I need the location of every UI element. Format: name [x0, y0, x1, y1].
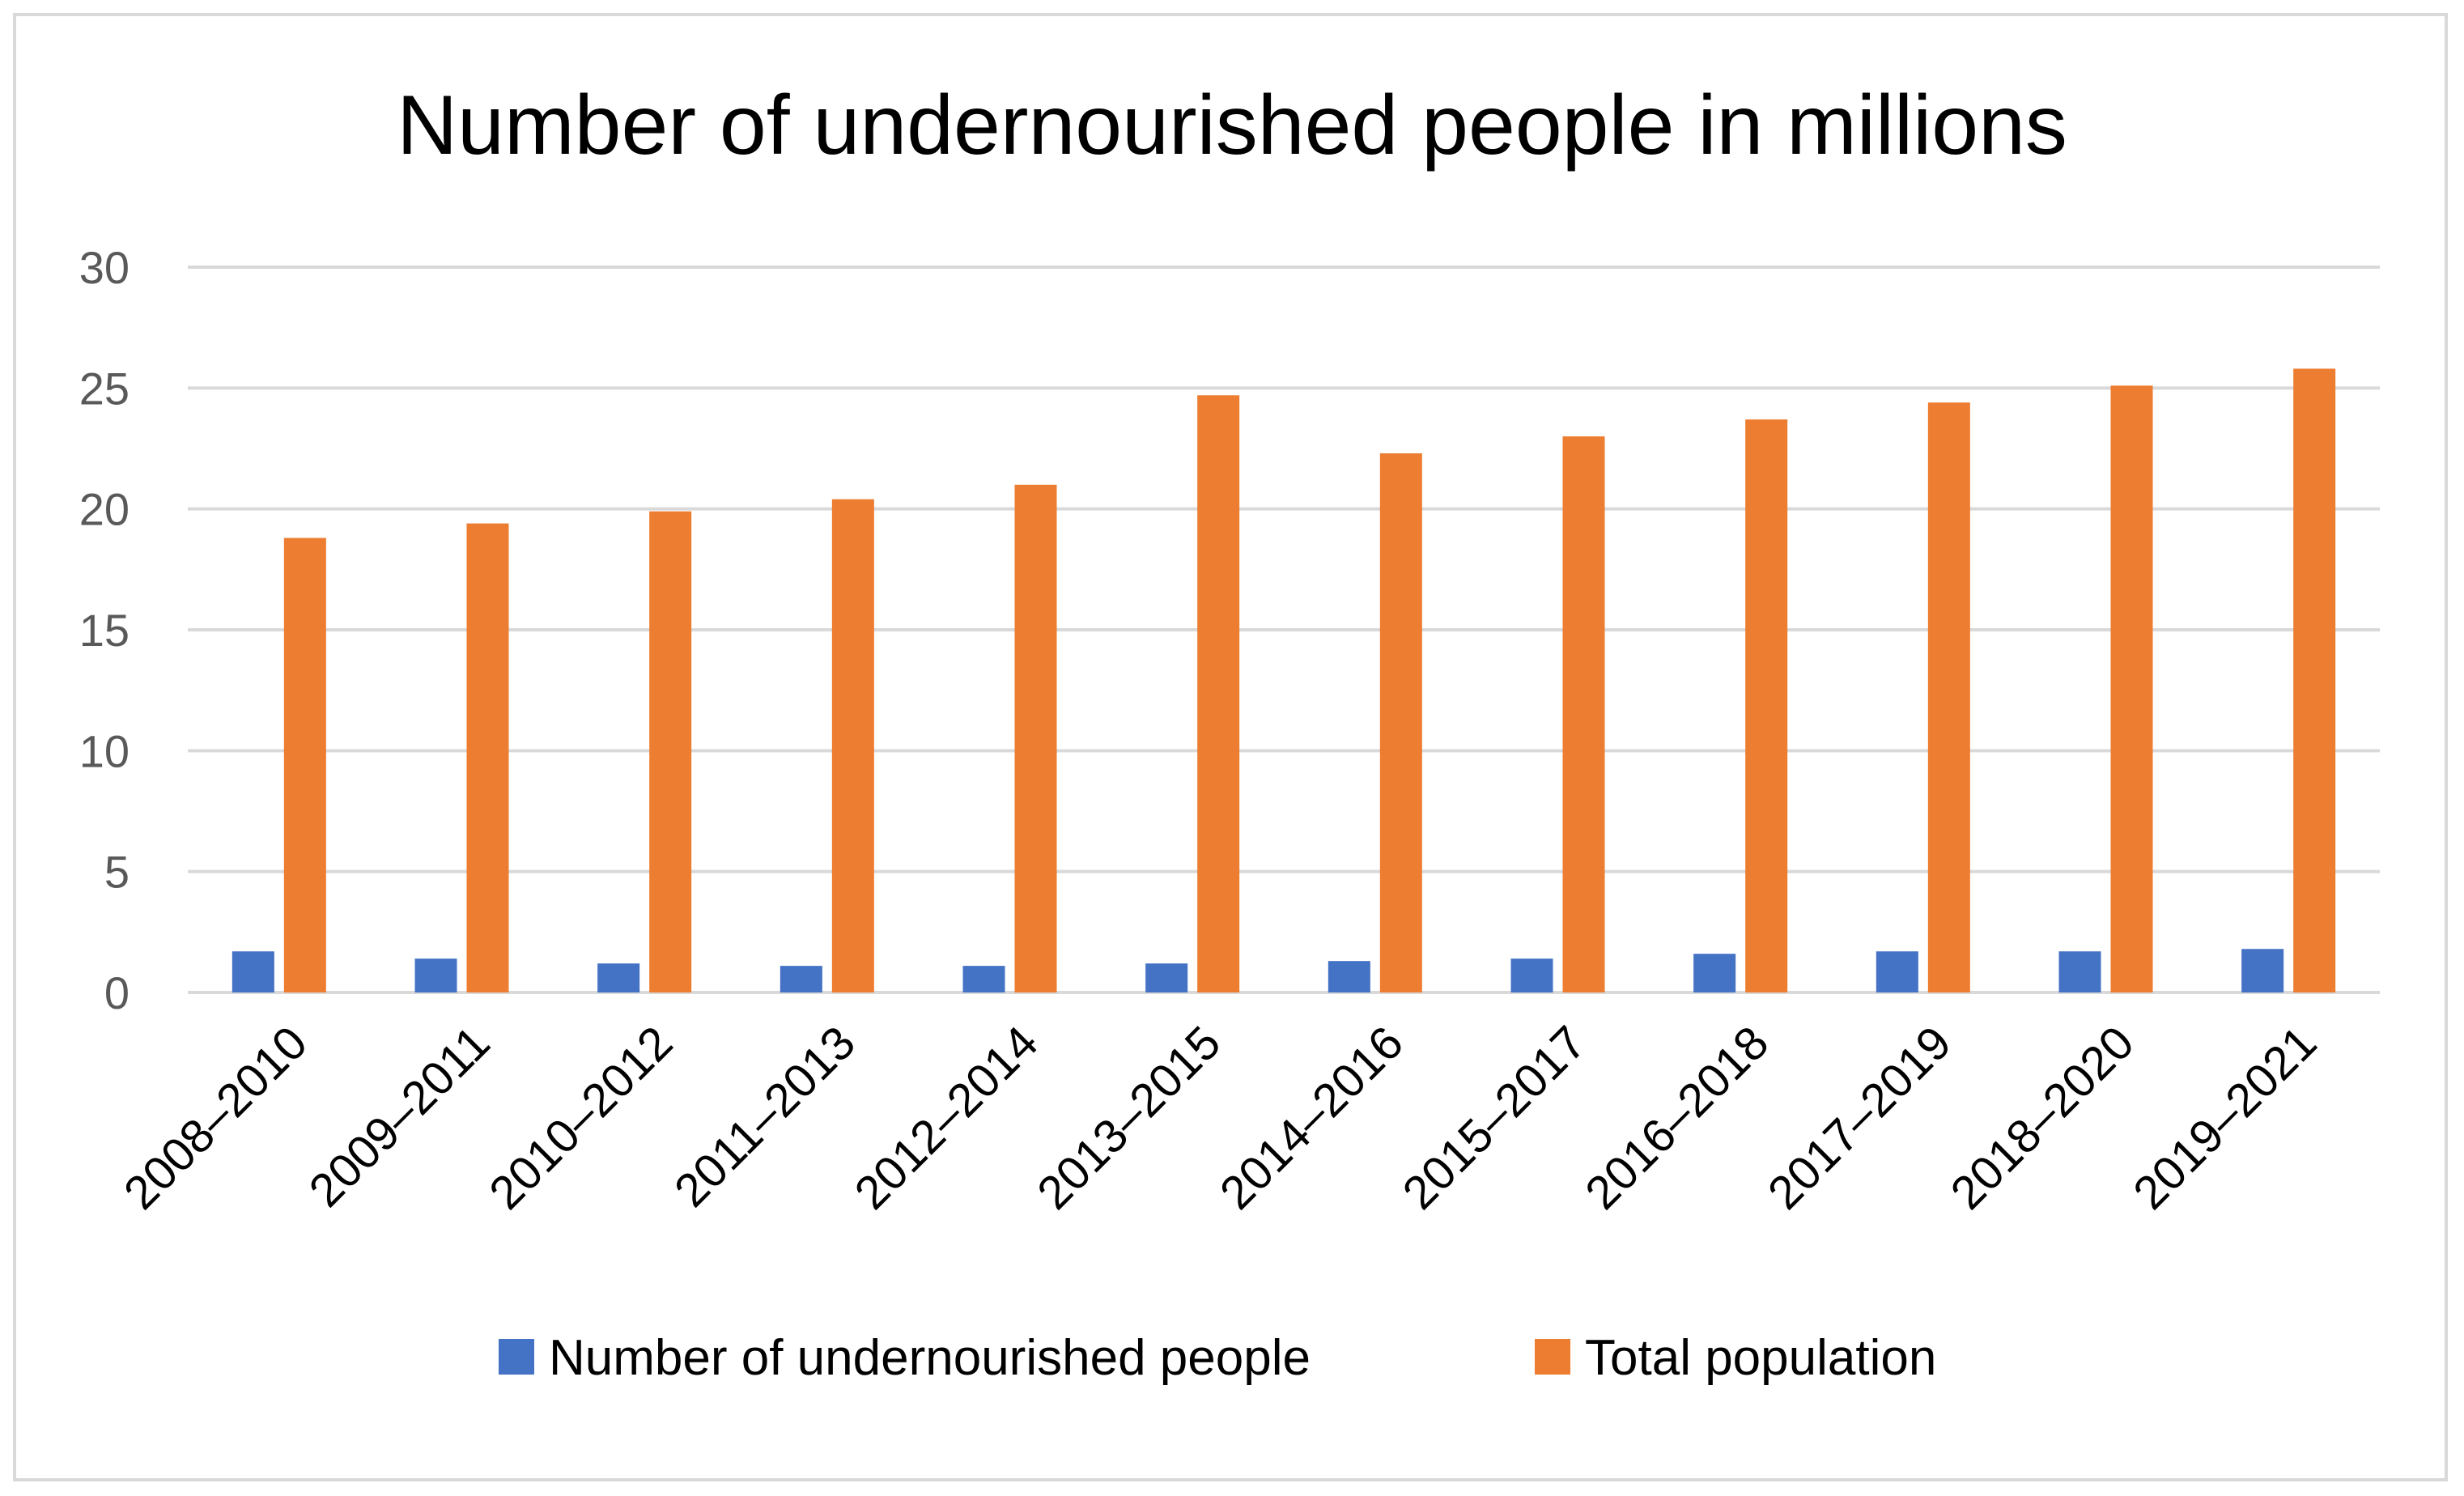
y-tick-label: 10 — [79, 725, 130, 776]
bar-total-population — [1014, 484, 1057, 992]
bar-undernourished — [1876, 951, 1918, 992]
y-tick-label: 5 — [104, 847, 130, 898]
bar-undernourished — [1145, 963, 1188, 992]
bar-total-population — [1745, 419, 1788, 992]
bar-undernourished — [2058, 951, 2101, 992]
y-tick-label: 30 — [79, 242, 130, 293]
y-axis-tick-labels: 0 5 10 15 20 25 30 — [79, 242, 130, 1018]
x-tick-label: 2019–2021 — [2123, 1016, 2326, 1219]
bar-undernourished — [1510, 958, 1553, 992]
legend-swatch — [1535, 1339, 1570, 1375]
bar-total-population — [283, 538, 326, 992]
bar-undernourished — [1328, 961, 1370, 992]
x-axis-tick-labels: 2008–20102009–20112010–20122011–20132012… — [114, 1016, 2327, 1219]
x-tick-label: 2009–2011 — [299, 1016, 499, 1217]
bar-undernourished — [1693, 954, 1736, 992]
x-tick-label: 2016–2018 — [1575, 1016, 1778, 1219]
bar-undernourished — [2241, 949, 2284, 992]
bar-total-population — [649, 511, 692, 992]
legend-label: Number of undernourished people — [549, 1330, 1311, 1386]
gridlines — [188, 266, 2380, 994]
x-tick-label: 2015–2017 — [1392, 1016, 1595, 1219]
y-tick-label: 15 — [79, 605, 130, 656]
bar-total-population — [1562, 436, 1605, 992]
y-tick-label: 20 — [79, 484, 130, 535]
x-tick-label: 2014–2016 — [1210, 1016, 1413, 1219]
bar-total-population — [831, 499, 874, 992]
bar-total-population — [466, 523, 509, 992]
x-tick-label: 2012–2014 — [844, 1016, 1047, 1219]
y-tick-label: 25 — [79, 363, 130, 414]
bar-total-population — [2110, 385, 2153, 992]
bar-total-population — [1379, 453, 1422, 992]
legend-swatch — [499, 1339, 534, 1375]
bars — [232, 368, 2336, 993]
bar-total-population — [1197, 395, 1240, 992]
bar-undernourished — [597, 963, 640, 992]
chart-title: Number of undernourished people in milli… — [397, 79, 2067, 172]
x-tick-label: 2018–2020 — [1940, 1016, 2143, 1219]
bar-total-population — [2293, 368, 2336, 992]
legend-label: Total population — [1585, 1330, 1936, 1386]
x-tick-label: 2013–2015 — [1027, 1016, 1230, 1219]
x-tick-label: 2010–2012 — [479, 1016, 682, 1219]
bar-undernourished — [232, 951, 274, 992]
y-tick-label: 0 — [104, 967, 130, 1018]
x-tick-label: 2017–2019 — [1758, 1016, 1961, 1219]
x-tick-label: 2008–2010 — [114, 1016, 317, 1219]
bar-undernourished — [414, 958, 457, 992]
legend: Number of undernourished people Total pop… — [499, 1330, 1936, 1386]
bar-undernourished — [780, 966, 822, 992]
bar-undernourished — [962, 966, 1005, 992]
x-tick-label: 2011–2013 — [665, 1016, 865, 1217]
bar-total-population — [1927, 402, 1970, 993]
